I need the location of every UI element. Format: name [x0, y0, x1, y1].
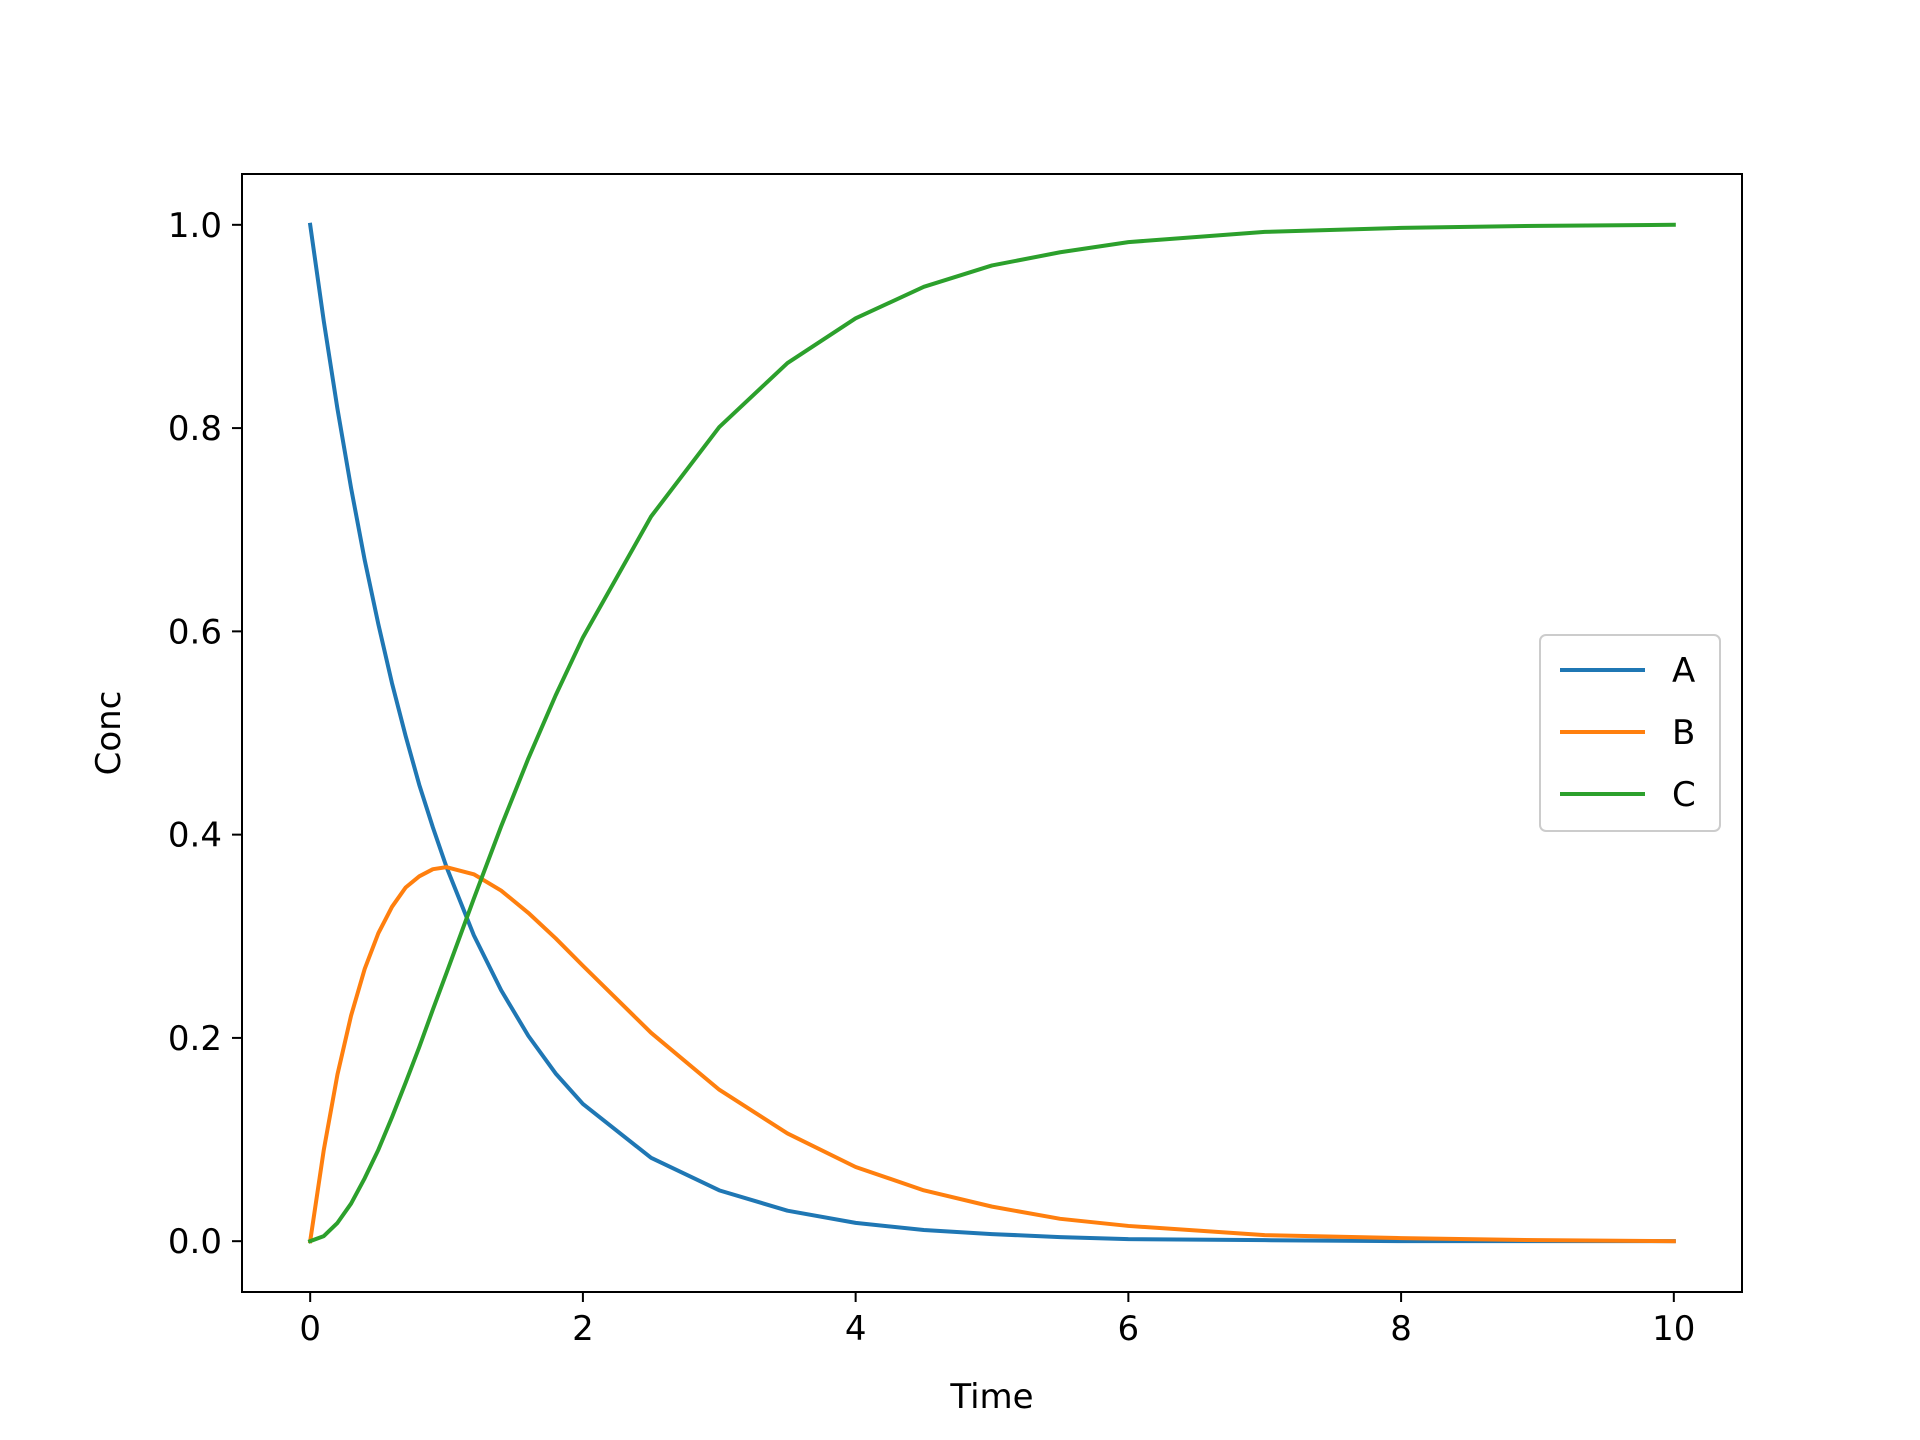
- axes-frame: [241, 173, 1743, 1293]
- x-tick-label: 10: [1652, 1309, 1695, 1349]
- legend: ABC: [1539, 634, 1721, 832]
- y-tick-label: 0.8: [168, 409, 222, 449]
- legend-label-c: C: [1672, 775, 1696, 815]
- x-tick-label: 6: [1118, 1309, 1140, 1349]
- legend-label-a: A: [1672, 651, 1695, 691]
- y-tick-label: 0.2: [168, 1019, 222, 1059]
- y-tick-label: 1.0: [168, 206, 222, 246]
- y-tick-label: 0.0: [168, 1222, 222, 1262]
- series-line-a: [307, 222, 1676, 1244]
- x-axis-title: Time: [949, 1377, 1033, 1417]
- series-layer: [307, 222, 1676, 1244]
- series-line-c: [307, 222, 1676, 1244]
- x-axis-ticks: 0 2 4 6 8 10: [299, 1292, 1695, 1349]
- x-tick-label: 4: [845, 1309, 867, 1349]
- y-tick-label: 0.4: [168, 816, 222, 856]
- x-tick-label: 2: [572, 1309, 594, 1349]
- legend-label-b: B: [1672, 713, 1695, 753]
- x-tick-label: 8: [1390, 1309, 1412, 1349]
- y-tick-label: 0.6: [168, 612, 222, 652]
- series-line-b: [307, 865, 1676, 1244]
- plot-area: 0 2 4 6 8 10 0.0 0.2 0.4 0.6 0.8 1.0: [168, 173, 1743, 1349]
- y-axis-title: Conc: [89, 691, 129, 776]
- y-axis-ticks: 0.0 0.2 0.4 0.6 0.8 1.0: [168, 206, 242, 1262]
- x-tick-label: 0: [299, 1309, 321, 1349]
